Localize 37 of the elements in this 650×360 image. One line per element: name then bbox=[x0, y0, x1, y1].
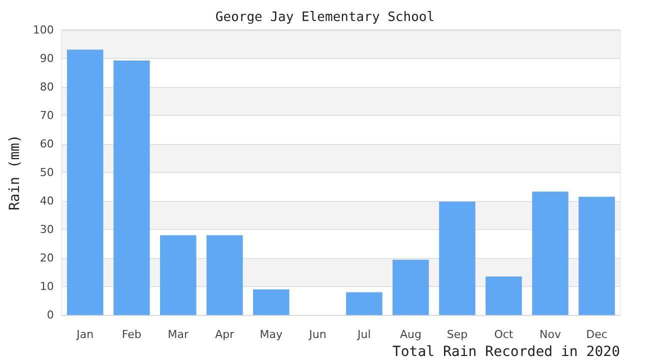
bar bbox=[160, 235, 196, 315]
y-tick-label: 90 bbox=[40, 52, 54, 65]
x-tick-label: Oct bbox=[494, 328, 514, 341]
x-tick-label: Dec bbox=[586, 328, 608, 341]
y-tick-label: 80 bbox=[40, 80, 54, 94]
x-tick-label: Apr bbox=[215, 328, 235, 341]
bar bbox=[114, 60, 150, 315]
bar bbox=[346, 292, 382, 315]
x-tick-label: Sep bbox=[446, 328, 468, 341]
x-tick-label: Mar bbox=[168, 328, 190, 341]
x-tick-label: Jan bbox=[76, 328, 94, 341]
bar bbox=[578, 196, 615, 315]
y-tick-label: 10 bbox=[40, 280, 54, 293]
x-axis-title: Total Rain Recorded in 2020 bbox=[392, 344, 620, 360]
x-tick-label: Aug bbox=[400, 328, 422, 341]
bar bbox=[206, 235, 243, 315]
y-tick-label: 100 bbox=[32, 24, 54, 36]
y-tick-label: 20 bbox=[40, 252, 54, 264]
y-tick-label: 60 bbox=[40, 138, 54, 150]
bar bbox=[486, 276, 522, 315]
bar bbox=[532, 192, 568, 315]
y-tick-label: 0 bbox=[46, 308, 54, 322]
bar bbox=[253, 289, 290, 315]
y-tick-label: 30 bbox=[40, 223, 54, 236]
y-tick-label: 50 bbox=[40, 166, 54, 179]
bar bbox=[392, 260, 429, 315]
bar bbox=[67, 50, 104, 315]
chart-title: George Jay Elementary School bbox=[215, 10, 435, 25]
x-tick-label: Jul bbox=[356, 328, 371, 341]
x-tick-label: Nov bbox=[540, 328, 562, 341]
y-tick-label: 40 bbox=[40, 194, 54, 208]
x-tick-label: May bbox=[260, 328, 284, 341]
x-tick-label: Jun bbox=[308, 328, 326, 341]
bar bbox=[439, 202, 476, 315]
x-tick-label: Feb bbox=[122, 328, 142, 341]
y-axis-title: Rain (mm) bbox=[7, 134, 23, 210]
y-tick-label: 70 bbox=[40, 109, 54, 122]
